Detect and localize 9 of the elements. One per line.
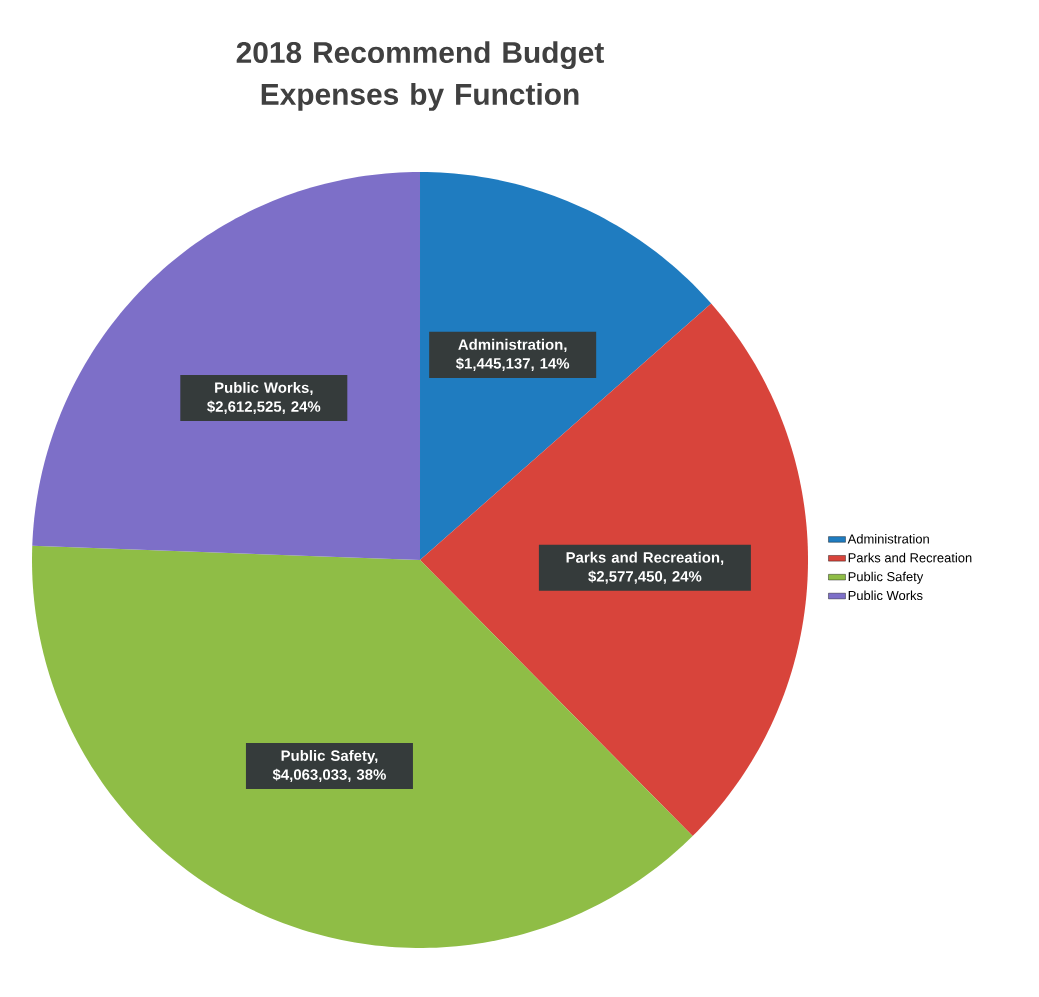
legend-label: Public Works: [848, 590, 923, 601]
data-label: Administration, $1,445,137, 14%: [455, 338, 570, 371]
legend-label: Administration: [847, 534, 929, 544]
legend-label: Public Safety: [848, 571, 924, 584]
legend-label: Parks and Recreation: [848, 552, 972, 563]
chart-title: 2018 Recommend Budget Expenses by Function: [236, 41, 604, 111]
data-label: Public Safety, $4,063,033, 38%: [272, 749, 386, 783]
data-label: Parks and Recreation, $2,577,450, 24%: [566, 551, 724, 584]
data-label: Public Works, $2,612,525, 24%: [207, 381, 321, 415]
